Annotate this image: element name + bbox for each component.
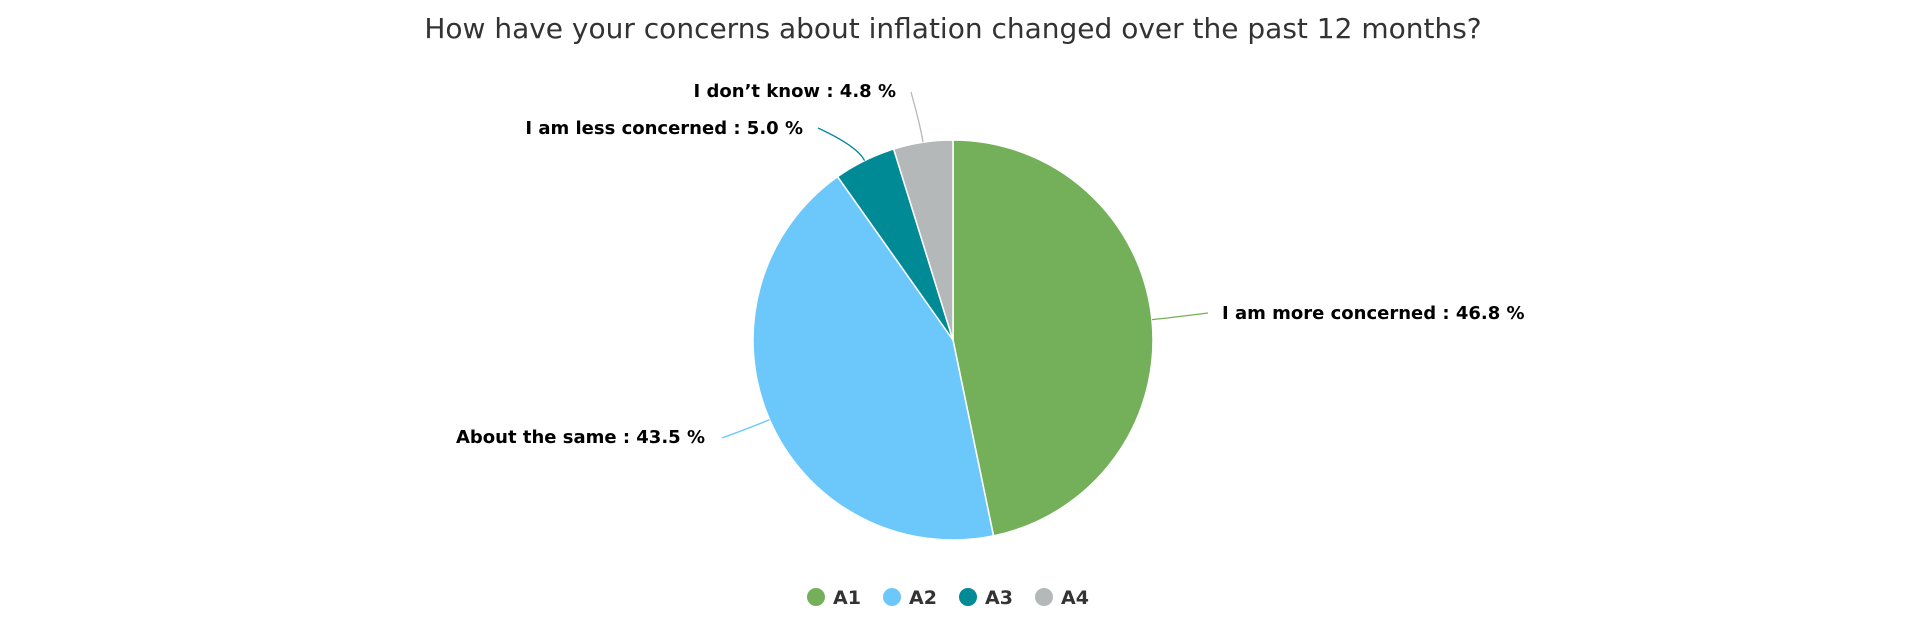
legend: A1 A2 A3 A4 <box>807 587 1089 609</box>
legend-marker-a2 <box>883 588 901 606</box>
legend-marker-a3 <box>959 588 977 606</box>
legend-marker-a4 <box>1035 588 1053 606</box>
legend-label-a3: A3 <box>985 587 1013 609</box>
data-label-a3: I am less concerned : 5.0 % <box>525 118 803 139</box>
legend-item-a3[interactable]: A3 <box>959 587 1013 609</box>
slice-labels: I am more concerned : 46.8 % About the sa… <box>456 81 1525 448</box>
legend-item-a4[interactable]: A4 <box>1035 587 1089 609</box>
legend-item-a2[interactable]: A2 <box>883 587 937 609</box>
pie-slice-a2[interactable] <box>752 175 995 541</box>
connector-a1 <box>1151 312 1209 321</box>
pie-slices <box>752 139 1154 541</box>
pie-slice-a1[interactable] <box>952 139 1154 537</box>
connector-a2 <box>721 419 770 439</box>
label-connectors <box>721 91 1209 439</box>
data-label-a1: I am more concerned : 46.8 % <box>1222 303 1525 324</box>
legend-label-a4: A4 <box>1061 587 1089 609</box>
legend-label-a1: A1 <box>833 587 861 609</box>
connector-a3 <box>817 127 866 161</box>
connector-a4 <box>910 91 924 143</box>
chart-title: How have your concerns about inflation c… <box>424 12 1481 45</box>
legend-label-a2: A2 <box>909 587 937 609</box>
data-label-a2: About the same : 43.5 % <box>456 427 705 448</box>
legend-marker-a1 <box>807 588 825 606</box>
data-label-a4: I don’t know : 4.8 % <box>694 81 896 102</box>
legend-item-a1[interactable]: A1 <box>807 587 861 609</box>
